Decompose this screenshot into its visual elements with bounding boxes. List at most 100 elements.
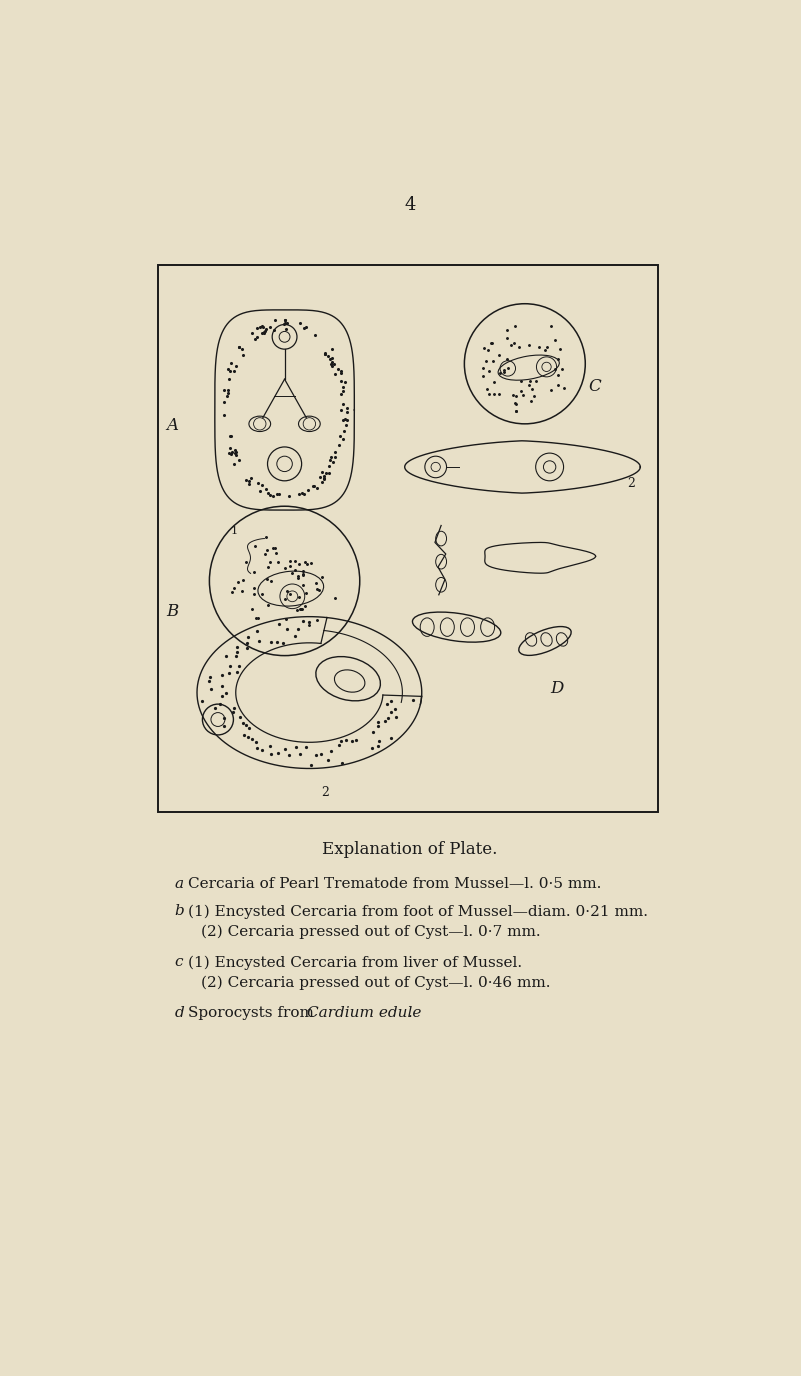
Point xyxy=(233,336,246,358)
Point xyxy=(338,370,351,392)
Point xyxy=(260,477,272,499)
Text: b: b xyxy=(175,904,184,918)
Point xyxy=(545,380,557,402)
Point xyxy=(477,365,489,387)
Point xyxy=(296,574,309,596)
Point xyxy=(253,480,266,502)
Point xyxy=(509,394,522,416)
Point xyxy=(230,444,243,466)
Point xyxy=(553,338,566,361)
Point xyxy=(327,451,340,473)
Point xyxy=(279,308,292,330)
Point xyxy=(493,344,505,366)
Point xyxy=(221,378,234,400)
Point xyxy=(512,336,525,358)
Point xyxy=(326,355,339,377)
Point xyxy=(529,370,542,392)
Point xyxy=(225,582,238,604)
Point xyxy=(268,310,281,332)
Point xyxy=(297,316,310,338)
Point xyxy=(223,425,236,447)
Point xyxy=(288,559,301,581)
Point xyxy=(260,526,272,548)
Point xyxy=(227,361,240,383)
Point xyxy=(296,564,309,586)
Point xyxy=(229,440,242,462)
Point xyxy=(522,374,535,396)
Point xyxy=(264,552,277,574)
Point xyxy=(248,583,260,605)
Point xyxy=(284,550,296,572)
Point xyxy=(272,483,285,505)
Point xyxy=(315,461,328,483)
Point xyxy=(328,446,341,468)
Point xyxy=(296,482,308,504)
Point xyxy=(297,560,310,582)
Point xyxy=(551,363,564,385)
Point xyxy=(257,315,270,337)
Point xyxy=(246,599,259,621)
Point xyxy=(267,484,280,506)
Point xyxy=(509,385,522,407)
Text: (2) Cercaria pressed out of Cyst—l. 0·46 mm.: (2) Cercaria pressed out of Cyst—l. 0·46… xyxy=(201,976,550,989)
Point xyxy=(300,582,312,604)
Point xyxy=(335,370,348,392)
Point xyxy=(324,449,337,471)
Point xyxy=(284,583,296,605)
Point xyxy=(533,336,545,358)
Point xyxy=(239,469,252,491)
Point xyxy=(220,385,233,407)
Point xyxy=(316,471,328,493)
Point xyxy=(517,384,529,406)
Point xyxy=(225,442,238,464)
Point xyxy=(309,572,322,594)
Point xyxy=(310,578,323,600)
Point xyxy=(324,348,336,370)
Point xyxy=(264,484,276,506)
Point xyxy=(262,482,275,504)
Point xyxy=(510,399,523,421)
Point xyxy=(333,433,346,455)
Point xyxy=(257,321,270,343)
Point xyxy=(227,453,240,475)
Point xyxy=(301,553,314,575)
Point xyxy=(338,421,351,443)
Point xyxy=(335,383,348,405)
Point xyxy=(224,425,237,447)
Point xyxy=(508,392,521,414)
Point xyxy=(332,359,344,381)
Text: d: d xyxy=(175,1006,184,1020)
Point xyxy=(336,409,349,431)
Point xyxy=(308,475,320,497)
Point xyxy=(288,549,301,571)
Point xyxy=(261,568,274,590)
Point xyxy=(320,462,332,484)
Point xyxy=(296,599,308,621)
Text: C: C xyxy=(588,378,601,395)
Point xyxy=(340,400,353,422)
Point xyxy=(235,338,248,361)
Point xyxy=(232,571,245,593)
Text: A: A xyxy=(166,417,178,433)
Point xyxy=(260,539,273,561)
Point xyxy=(223,438,236,460)
Point xyxy=(292,483,305,505)
Point xyxy=(270,542,283,564)
Point xyxy=(302,479,315,501)
Point xyxy=(324,352,337,374)
Point xyxy=(528,385,541,407)
Point xyxy=(509,315,521,337)
Point xyxy=(334,425,347,447)
Text: a: a xyxy=(175,877,183,890)
Text: Cardium edule: Cardium edule xyxy=(307,1006,421,1020)
Point xyxy=(256,583,268,605)
Point xyxy=(482,383,495,405)
Point xyxy=(292,586,305,608)
Point xyxy=(508,332,521,354)
Point xyxy=(515,380,528,402)
Text: B: B xyxy=(166,603,179,621)
Point xyxy=(494,362,507,384)
Point xyxy=(322,462,335,484)
Point xyxy=(294,597,307,619)
Point xyxy=(485,333,497,355)
